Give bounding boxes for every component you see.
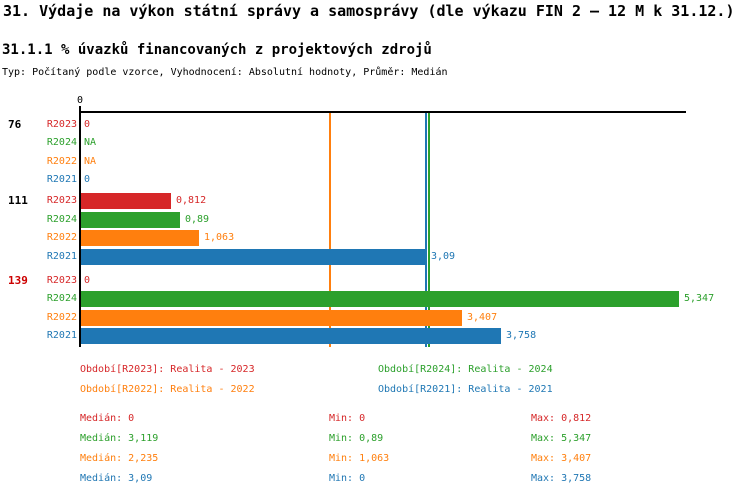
series-label-r2021: R2021 <box>46 330 77 341</box>
bar-value-label: NA <box>84 137 97 148</box>
median-line-r2024 <box>428 113 430 347</box>
stat-min-r2021: Min: 0 <box>329 473 366 484</box>
x-axis-line <box>80 111 686 113</box>
stat-max-r2021: Max: 3,758 <box>531 473 592 484</box>
series-label-r2024: R2024 <box>46 137 77 148</box>
series-label-r2022: R2022 <box>46 311 77 323</box>
y-axis-line <box>79 106 81 347</box>
bar-r2024-group-111 <box>81 211 180 228</box>
stat-max-r2023: Max: 0,812 <box>531 413 592 424</box>
legend-item-r2022: Období[R2022]: Realita - 2022 <box>80 384 255 395</box>
bar-r2021-group-111 <box>81 248 426 265</box>
bar-r2022-group-139 <box>81 309 462 326</box>
bar-r2022-group-111 <box>81 230 199 246</box>
bar-value-label: 0,812 <box>176 195 207 206</box>
median-line-r2021 <box>425 113 427 347</box>
bar-value-label: 0 <box>84 274 91 286</box>
bar-value-label: 5,347 <box>684 293 715 304</box>
series-label-r2023: R2023 <box>46 118 77 130</box>
stat-max-r2024: Max: 5,347 <box>531 433 592 444</box>
page-title: 31. Výdaje na výkon státní správy a samo… <box>3 2 735 20</box>
series-label-r2024: R2024 <box>46 293 77 304</box>
stat-min-r2022: Min: 1,063 <box>329 453 390 464</box>
group-label-111: 111 <box>8 194 28 207</box>
bar-value-label: NA <box>84 155 97 167</box>
series-label-r2021: R2021 <box>46 174 77 185</box>
legend-item-r2021: Období[R2021]: Realita - 2021 <box>378 384 553 395</box>
stat-min-r2024: Min: 0,89 <box>329 433 384 444</box>
bar-r2021-group-139 <box>81 328 501 344</box>
stat-max-r2022: Max: 3,407 <box>531 453 592 464</box>
bar-value-label: 0 <box>84 174 91 185</box>
indicator-title: 31.1.1 % úvazků financovaných z projekto… <box>2 42 432 58</box>
series-label-r2024: R2024 <box>46 213 77 225</box>
series-label-r2023: R2023 <box>46 195 77 206</box>
series-label-r2023: R2023 <box>46 274 77 286</box>
indicator-meta: Typ: Počítaný podle vzorce, Vyhodnocení:… <box>2 67 448 78</box>
legend-item-r2023: Období[R2023]: Realita - 2023 <box>80 364 255 375</box>
series-label-r2022: R2022 <box>46 232 77 243</box>
group-label-76: 76 <box>8 117 22 131</box>
median-line-r2022 <box>329 113 331 347</box>
stat-median-r2024: Medián: 3,119 <box>80 433 159 444</box>
bar-value-label: 0,89 <box>185 213 210 225</box>
legend-item-r2024: Období[R2024]: Realita - 2024 <box>378 364 553 375</box>
series-label-r2022: R2022 <box>46 155 77 167</box>
stat-median-r2022: Medián: 2,235 <box>80 453 159 464</box>
bar-value-label: 1,063 <box>204 232 235 243</box>
bar-r2024-group-139 <box>81 291 679 307</box>
group-label-139: 139 <box>8 273 28 287</box>
stat-median-r2021: Medián: 3,09 <box>80 473 153 484</box>
x-axis-origin-tick-label: 0 <box>77 95 84 106</box>
bar-value-label: 3,09 <box>431 250 456 262</box>
stat-min-r2023: Min: 0 <box>329 413 366 424</box>
bar-value-label: 0 <box>84 118 91 130</box>
bar-value-label: 3,407 <box>467 311 498 323</box>
bar-value-label: 3,758 <box>506 330 537 341</box>
bar-r2023-group-111 <box>81 193 171 209</box>
stat-median-r2023: Medián: 0 <box>80 413 135 424</box>
series-label-r2021: R2021 <box>46 250 77 262</box>
